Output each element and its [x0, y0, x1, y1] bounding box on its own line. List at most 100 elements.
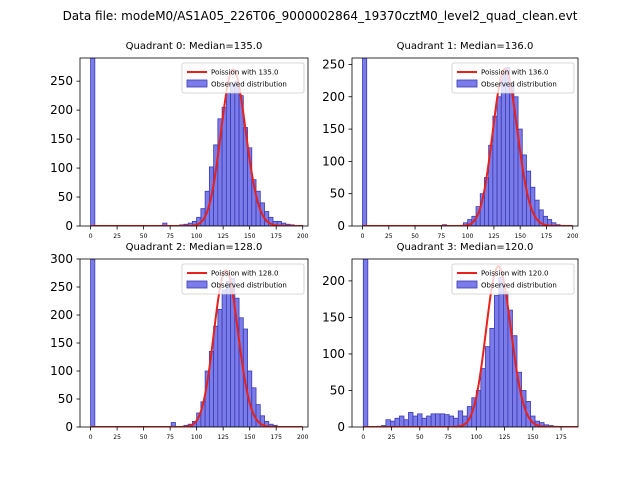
poisson-curve	[362, 67, 573, 226]
y-tick-label: 150	[322, 122, 345, 136]
y-tick-label: 300	[50, 252, 73, 266]
y-tick-label: 100	[322, 154, 345, 168]
x-tick-label: 150	[514, 233, 526, 240]
x-tick-label: 175	[270, 434, 282, 441]
y-tick-label: 100	[50, 364, 73, 378]
y-tick-label: 200	[50, 308, 73, 322]
histogram-bars	[362, 58, 565, 226]
y-tick-label: 200	[322, 90, 345, 104]
histogram-bar	[213, 325, 219, 427]
histogram-bar	[394, 417, 400, 427]
x-tick-label: 75	[444, 434, 452, 441]
histogram-bar	[489, 327, 495, 427]
x-tick-label: 75	[438, 233, 446, 240]
subplot-title: Quadrant 2: Median=128.0	[126, 242, 263, 253]
histogram-bar	[225, 280, 231, 427]
histogram-bar	[90, 58, 96, 226]
y-tick-label: 250	[322, 57, 345, 71]
y-tick-label: 0	[337, 420, 345, 434]
x-tick-label: 100	[471, 434, 483, 441]
x-tick-label: 0	[89, 233, 93, 240]
x-tick-label: 125	[217, 434, 229, 441]
x-tick-label: 125	[488, 233, 500, 240]
x-tick-label: 175	[270, 233, 282, 240]
histogram-bar	[444, 414, 450, 427]
x-tick-label: 200	[297, 434, 309, 441]
y-tick-label: 0	[337, 219, 345, 233]
histogram-bar	[439, 413, 446, 427]
x-tick-label: 50	[416, 434, 424, 441]
histogram-bar	[503, 291, 509, 427]
legend-bar-swatch	[186, 280, 208, 289]
y-tick-label: 150	[50, 336, 73, 350]
histogram-bar	[225, 92, 231, 226]
x-tick-label: 0	[361, 434, 365, 441]
x-tick-label: 150	[244, 434, 256, 441]
y-tick-label: 50	[330, 187, 345, 201]
histogram-bar	[417, 413, 423, 427]
x-tick-label: 100	[191, 233, 203, 240]
y-tick-label: 200	[50, 103, 73, 117]
y-tick-label: 50	[58, 190, 73, 204]
x-tick-label: 25	[113, 233, 121, 240]
histogram-bar	[230, 83, 236, 226]
x-tick-label: 25	[388, 434, 396, 441]
histogram-bar	[251, 387, 257, 427]
legend-bar-label: Observed distribution	[481, 282, 557, 290]
x-tick-label: 200	[567, 233, 579, 240]
figure-title: Data file: modeM0/AS1A05_226T06_90000028…	[63, 9, 578, 23]
legend-curve-label: Poission with 135.0	[211, 69, 279, 77]
x-tick-label: 50	[140, 434, 148, 441]
y-tick-label: 0	[65, 219, 73, 233]
x-tick-label: 175	[541, 233, 553, 240]
histogram-bar	[234, 80, 240, 226]
x-tick-label: 125	[499, 434, 511, 441]
y-tick-label: 50	[58, 392, 73, 406]
x-tick-label: 25	[113, 434, 121, 441]
histogram-bar	[435, 413, 441, 427]
histogram-bar	[385, 419, 391, 427]
histogram-bar	[448, 415, 455, 427]
y-tick-label: 0	[65, 420, 73, 434]
histogram-bar	[399, 415, 405, 427]
legend-box	[451, 263, 575, 295]
legend-curve-label: Poission with 128.0	[211, 270, 279, 278]
histogram-bar	[496, 96, 502, 226]
histogram-bar	[421, 417, 427, 427]
histogram-bar	[412, 415, 418, 427]
poisson-curve	[90, 68, 303, 226]
x-tick-label: 100	[191, 434, 203, 441]
y-tick-label: 250	[50, 280, 73, 294]
histogram-bar	[362, 259, 369, 427]
legend: Poission with 135.0 Observed distribution	[181, 62, 305, 94]
legend-box	[181, 62, 305, 94]
legend-bar-label: Observed distribution	[481, 81, 557, 89]
x-tick-label: 75	[166, 233, 174, 240]
histogram-bar	[408, 411, 414, 427]
histogram-bar	[162, 222, 168, 226]
subplot-title: Quadrant 3: Median=120.0	[397, 242, 534, 253]
legend-bar-label: Observed distribution	[211, 81, 287, 89]
y-tick-label: 100	[50, 161, 73, 175]
x-tick-label: 0	[361, 233, 365, 240]
x-tick-label: 50	[140, 233, 148, 240]
x-tick-label: 150	[244, 233, 256, 240]
subplot-quadrant-2: Quadrant 2: Median=128.0 0 25 50 75 100 125 150…	[50, 242, 309, 441]
subplot-quadrant-0: Quadrant 0: Median=135.0 0 25 50 75 100 125 150…	[50, 41, 309, 240]
legend-box	[451, 62, 575, 94]
legend-bar-swatch	[186, 79, 208, 88]
legend-box	[181, 263, 305, 295]
histogram-bar	[430, 413, 437, 427]
y-tick-label: 200	[322, 274, 345, 288]
legend: Poission with 120.0 Observed distribution	[451, 263, 575, 295]
legend-curve-label: Poission with 120.0	[481, 270, 549, 278]
histogram-bar	[426, 415, 432, 427]
histogram-bar	[90, 259, 96, 427]
x-tick-label: 200	[297, 233, 309, 240]
x-tick-label: 125	[217, 233, 229, 240]
histogram-bar	[217, 308, 223, 427]
subplot-title: Quadrant 1: Median=136.0	[397, 41, 534, 52]
axes-frame	[351, 258, 579, 428]
axes-frame	[351, 57, 579, 227]
x-tick-label: 25	[385, 233, 393, 240]
